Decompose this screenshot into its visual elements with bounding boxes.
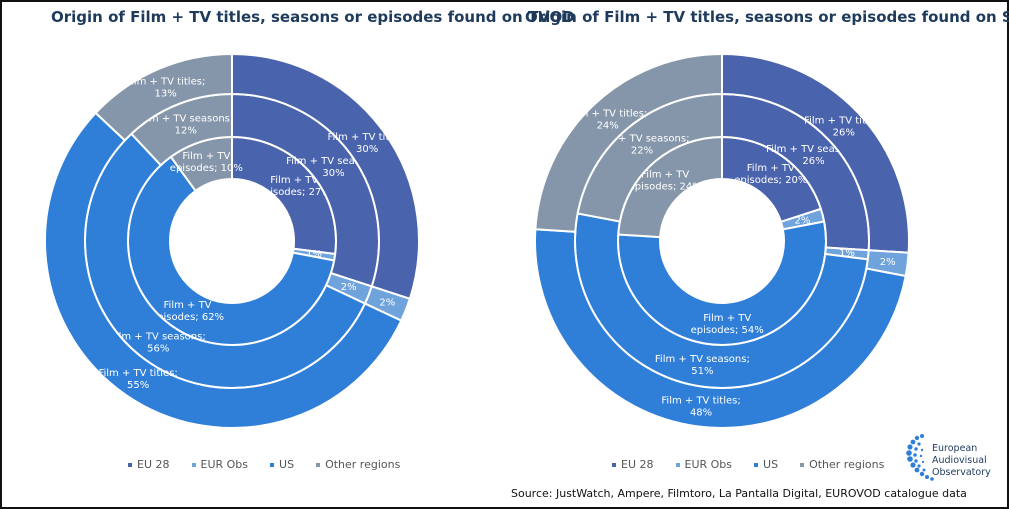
segment-label: 2% (794, 215, 810, 226)
svod-donut: Film + TV episodes; 20% 2% Film + TV episode… (534, 52, 910, 429)
segment-label: Film + TV episodes; 20% (734, 163, 807, 186)
segment-label: Film + TV seasons; 12% (138, 113, 233, 136)
segment-label: Film + TV episodes; 62% (151, 300, 224, 323)
tvod-chart-title: Origin of Film + TV titles, seasons or e… (51, 8, 575, 26)
legend-label: US (763, 458, 779, 471)
donut-segment (94, 52, 233, 142)
logo-line: Audiovisual (932, 455, 987, 466)
legend-swatch (316, 462, 321, 467)
legend-swatch (191, 462, 196, 467)
legend-swatch (754, 462, 759, 467)
legend-item-eurobs: EUR Obs (191, 458, 249, 471)
svod-chart-title: Origin of Film + TV titles, seasons or e… (525, 8, 1009, 26)
legend-swatch (270, 462, 275, 467)
legend-swatch (675, 462, 680, 467)
legend-item-other: Other regions (800, 458, 884, 471)
legend-label: US (279, 458, 295, 471)
segment-label: Film + TV seasons; 26% (766, 144, 861, 167)
tvod-donut: Film + TV episodes; 27% 1% Film + TV episode… (44, 52, 420, 429)
segment-label: Film + TV titles; 24% (568, 108, 647, 131)
legend-item-eu28: EU 28 (128, 458, 170, 471)
logo-text: European Audiovisual Observatory (932, 443, 991, 479)
donut-segment (44, 111, 403, 429)
legend-label: EU 28 (137, 458, 170, 471)
svod-legend: EU 28 EUR Obs US Other regions (612, 458, 884, 471)
segment-label: Film + TV titles; 48% (661, 396, 740, 419)
logo-line: Observatory (932, 467, 991, 478)
segment-label: Film + TV seasons; 56% (111, 332, 206, 355)
segment-label: Film + TV episodes; 54% (691, 313, 764, 336)
donut-segment (534, 52, 723, 233)
segment-label: 1% (839, 248, 855, 259)
source-note: Source: JustWatch, Ampere, Filmtoro, La … (511, 487, 967, 500)
segment-label: 2% (379, 297, 395, 308)
observatory-logo-icon (906, 434, 934, 481)
legend-label: EUR Obs (200, 458, 249, 471)
legend-label: EU 28 (621, 458, 654, 471)
legend-swatch (128, 462, 132, 467)
segment-label: Film + TV episodes; 24% (629, 169, 702, 192)
legend-swatch (612, 462, 616, 467)
segment-label: Film + TV seasons; 30% (286, 156, 381, 179)
segment-label: Film + TV titles; 30% (327, 132, 406, 155)
segment-label: Film + TV seasons; 51% (655, 354, 750, 377)
tvod-legend: EU 28 EUR Obs US Other regions (128, 458, 400, 471)
segment-label: 2% (341, 282, 357, 293)
legend-item-eurobs: EUR Obs (675, 458, 733, 471)
donut-segment (534, 228, 907, 429)
segment-label: Film + TV titles; 26% (804, 116, 883, 139)
legend-swatch (800, 462, 805, 467)
segment-label: Film + TV titles; 13% (126, 77, 205, 100)
legend-label: EUR Obs (684, 458, 733, 471)
legend-label: Other regions (809, 458, 885, 471)
segment-label: Film + TV episodes; 27% (258, 175, 331, 198)
legend-item-us: US (754, 458, 778, 471)
logo-line: European (932, 443, 978, 454)
segment-label: Film + TV seasons; 22% (595, 133, 690, 156)
segment-label: Film + TV titles; 55% (98, 368, 177, 391)
legend-item-other: Other regions (316, 458, 400, 471)
legend-item-eu28: EU 28 (612, 458, 654, 471)
segment-label: 2% (880, 257, 896, 268)
legend-item-us: US (270, 458, 294, 471)
segment-label: 1% (306, 249, 322, 260)
legend-label: Other regions (325, 458, 401, 471)
segment-label: Film + TV episodes; 10% (170, 151, 243, 174)
